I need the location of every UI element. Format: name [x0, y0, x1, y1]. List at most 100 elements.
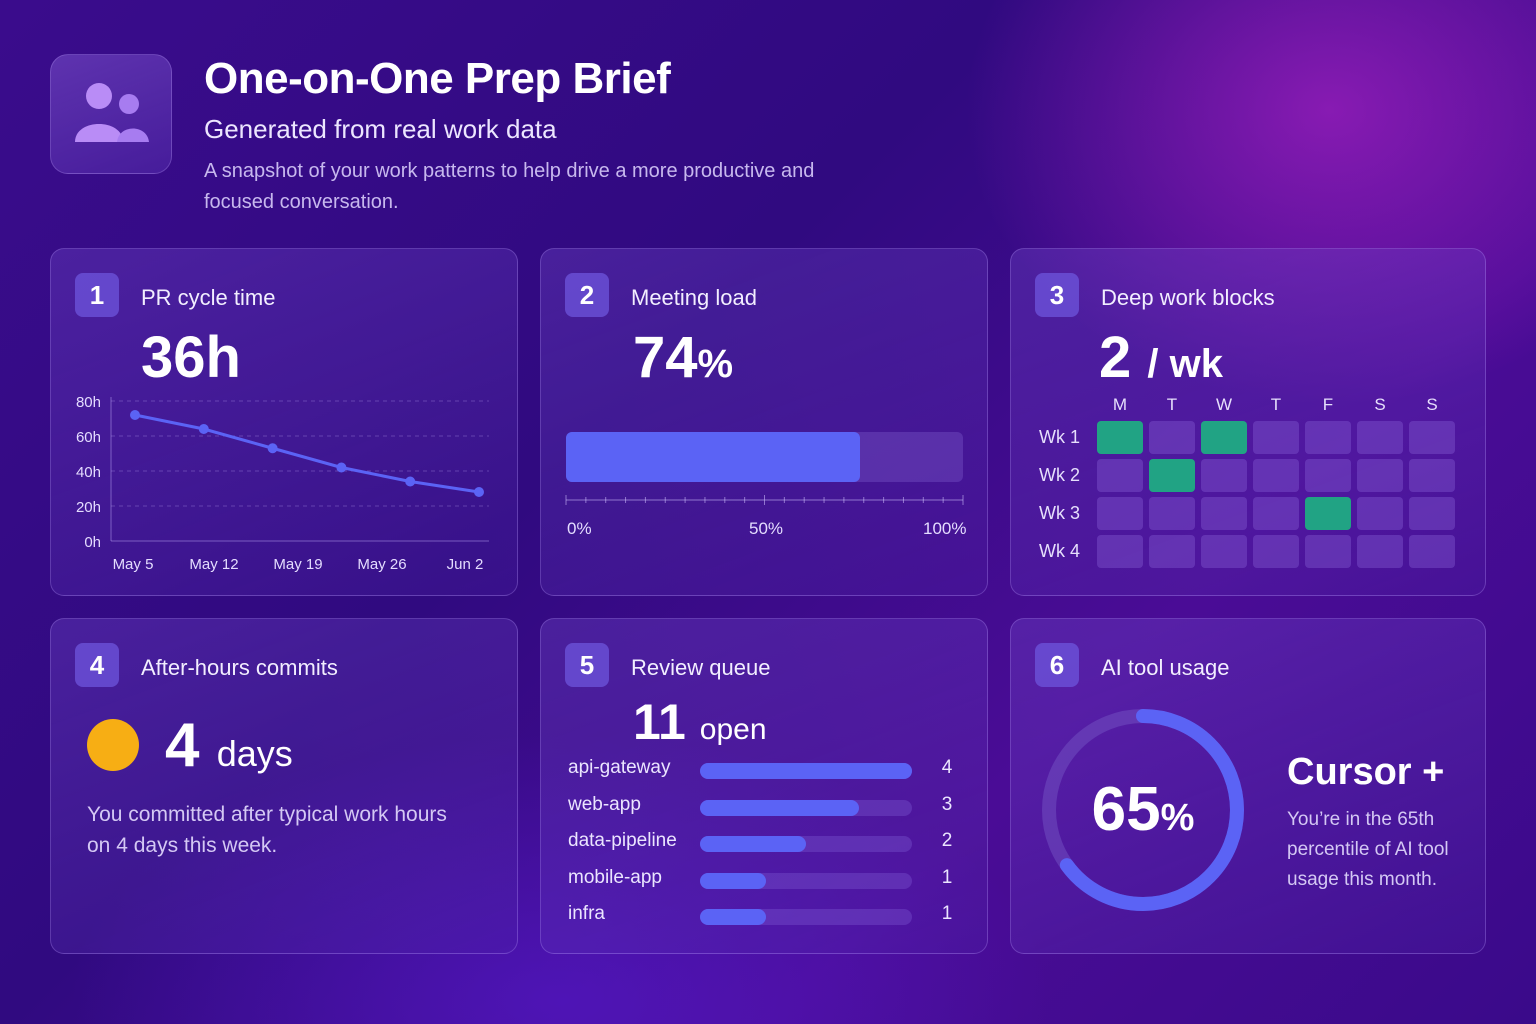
heatmap-cell — [1305, 535, 1351, 568]
card-number-badge: 1 — [75, 273, 119, 317]
heatmap-cell — [1201, 497, 1247, 530]
review-queue-value: 11 open — [633, 694, 767, 750]
ai-usage-gauge — [1042, 709, 1244, 911]
meeting-load-bar — [566, 432, 963, 482]
heatmap-cell — [1253, 497, 1299, 530]
repo-bar-fill — [700, 836, 806, 852]
x-tick-label: May 12 — [189, 556, 238, 573]
gauge-arc — [1042, 709, 1244, 911]
ai-usage-note: You’re in the 65th percentile of AI tool… — [1287, 809, 1449, 890]
heatmap-cell — [1305, 497, 1351, 530]
day-label: S — [1374, 395, 1386, 414]
repo-bar — [700, 872, 912, 889]
heatmap-cell — [1305, 421, 1351, 454]
heatmap-cell — [1201, 535, 1247, 568]
heatmap-cell — [1357, 535, 1403, 568]
data-point — [405, 476, 416, 487]
day-label: F — [1322, 395, 1334, 414]
y-tick-label: 0h — [84, 534, 101, 551]
card-title: PR cycle time — [141, 285, 276, 310]
day-label: T — [1166, 395, 1178, 414]
repo-bar-fill — [700, 799, 859, 816]
page-subtitle: Generated from real work data — [204, 114, 557, 144]
status-dot — [87, 719, 139, 771]
card-title: Review queue — [631, 655, 771, 680]
y-tick-label: 80h — [76, 394, 101, 411]
day-label: T — [1270, 395, 1282, 414]
card-number-badge: 4 — [75, 643, 119, 687]
card-number-badge: 6 — [1035, 643, 1079, 687]
heatmap-cell — [1357, 459, 1403, 492]
data-point — [267, 443, 278, 454]
heatmap-cell — [1409, 421, 1455, 454]
axis-label-100: 100% — [923, 519, 967, 538]
pr-cycle-time-chart: 80h 60h 40h 20h 0h May 5 May 12 May 19 May 26 Jun… — [76, 394, 489, 573]
card-number-badge: 3 — [1035, 273, 1079, 317]
deep-work-value: 2 / wk — [1099, 325, 1223, 390]
axis-label-0: 0% — [567, 519, 592, 538]
heatmap-cell — [1305, 459, 1351, 492]
repo-name: api-gateway — [568, 757, 671, 778]
page-title: One-on-One Prep Brief — [204, 54, 671, 103]
meeting-load-card: 2 Meeting load 74% 0% 50% 100% — [540, 248, 988, 596]
week-label: Wk 3 — [1039, 503, 1081, 523]
review-queue-card: 5 Review queue 11 open api-gateway 4 web-a… — [540, 618, 988, 954]
y-tick-label: 20h — [76, 499, 101, 516]
week-label: Wk 1 — [1039, 427, 1081, 447]
heatmap-cell — [1149, 535, 1195, 568]
heatmap-cell — [1409, 497, 1455, 530]
repo-name: mobile-app — [568, 866, 662, 888]
card-title: After-hours commits — [141, 655, 338, 680]
repo-count: 3 — [941, 793, 953, 815]
heatmap-cell — [1097, 535, 1143, 568]
ai-tool-name: Cursor + — [1287, 751, 1445, 793]
meeting-load-value: 74% — [633, 325, 734, 390]
x-tick-label: May 5 — [113, 556, 154, 573]
repo-bar — [700, 909, 912, 925]
meeting-load-ticks — [565, 495, 964, 505]
repo-bar — [700, 836, 912, 852]
y-tick-label: 40h — [76, 464, 101, 481]
day-label: M — [1112, 395, 1128, 414]
repo-bar-fill — [700, 909, 766, 925]
day-label: S — [1426, 395, 1438, 414]
data-point — [474, 487, 484, 497]
meeting-load-bar-fill — [566, 432, 860, 482]
heatmap-cell — [1253, 535, 1299, 568]
heatmap-cell — [1253, 459, 1299, 492]
repo-count: 1 — [941, 866, 953, 888]
heatmap-cell — [1201, 421, 1247, 454]
data-point — [336, 462, 347, 473]
heatmap-cell — [1149, 497, 1195, 530]
y-tick-label: 60h — [76, 429, 101, 446]
heatmap-cell — [1409, 459, 1455, 492]
data-point — [198, 424, 209, 434]
deep-work-card: 3 Deep work blocks 2 / wk M T W T F S S Wk 1 Wk … — [1010, 248, 1486, 596]
repo-count: 1 — [941, 903, 953, 924]
page-description: A snapshot of your work patterns to help… — [204, 160, 815, 213]
after-hours-card: 4 After-hours commits 4 days You committ… — [50, 618, 518, 954]
after-hours-value: 4 days — [165, 711, 293, 780]
x-tick-label: May 26 — [357, 556, 406, 573]
repo-bar-fill — [700, 763, 912, 779]
ai-usage-value: 65% — [1091, 775, 1195, 844]
heatmap-cell — [1357, 497, 1403, 530]
pr-cycle-time-value: 36h — [141, 325, 241, 390]
pr-cycle-time-card: 1 PR cycle time 36h 80h 60h 40h 20h 0h May 5 M… — [50, 248, 518, 596]
after-hours-note: You committed after typical work hours o… — [87, 803, 447, 857]
heatmap-cell — [1097, 497, 1143, 530]
people-icon — [50, 54, 172, 174]
heatmap-cell — [1097, 459, 1143, 492]
heatmap-cell — [1253, 421, 1299, 454]
week-label: Wk 2 — [1039, 465, 1081, 485]
heatmap-cell — [1409, 535, 1455, 568]
heatmap-cell — [1201, 459, 1247, 492]
card-title: Meeting load — [631, 285, 757, 310]
card-number-badge: 2 — [565, 273, 609, 317]
axis-label-50: 50% — [749, 519, 784, 538]
ai-tool-usage-card: 6 AI tool usage 65% Cursor + You’re in t… — [1010, 618, 1486, 954]
repo-bar-fill — [700, 872, 766, 889]
week-label: Wk 4 — [1039, 541, 1081, 561]
repo-bar — [700, 763, 912, 779]
heatmap-cell — [1357, 421, 1403, 454]
